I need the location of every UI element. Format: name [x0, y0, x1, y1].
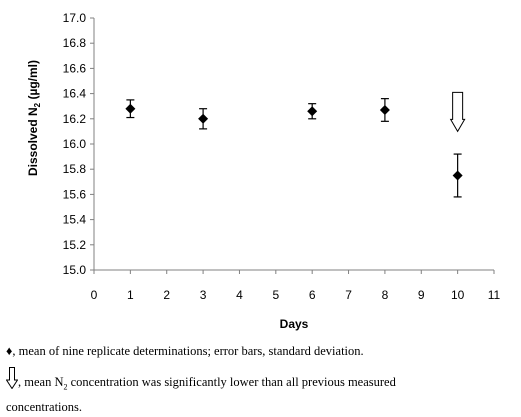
y-axis-title-main: Dissolved N: [26, 107, 40, 176]
diamond-marker-icon: ♦: [6, 344, 13, 358]
y-tick-label: 16.4: [63, 87, 87, 101]
y-tick-label: 16.6: [63, 61, 87, 75]
data-point-diamond: [307, 106, 318, 117]
x-tick-label: 10: [451, 288, 465, 302]
y-axis-title-unit: (µg/ml): [26, 60, 40, 103]
x-tick-label: 11: [488, 288, 501, 302]
annotation-arrow: [449, 91, 466, 133]
x-tick-label: 4: [236, 288, 243, 302]
data-point-diamond: [379, 104, 390, 115]
y-tick-label: 15.8: [63, 162, 87, 176]
x-tick-label: 7: [345, 288, 352, 302]
x-tick-label: 0: [91, 288, 98, 302]
y-tick-label: 17.0: [63, 11, 87, 25]
x-tick-label: 3: [200, 288, 207, 302]
x-tick-label: 8: [382, 288, 389, 302]
x-tick-label: 1: [127, 288, 134, 302]
y-tick-label: 15.2: [63, 238, 87, 252]
x-tick-labels: 0 1 2 3 4 5 6 7 8 9 10 11: [91, 288, 501, 302]
caption-subscript: 2: [63, 382, 68, 392]
down-arrow-icon: [6, 367, 18, 389]
y-tick-label: 16.8: [63, 36, 87, 50]
down-arrow-marker: [449, 91, 466, 133]
error-bars: [126, 98, 462, 198]
caption-line-2-text-a: , mean N: [18, 375, 64, 389]
y-tick-label: 16.2: [63, 112, 87, 126]
x-tick-label: 2: [163, 288, 170, 302]
x-axis-title: Days: [280, 317, 309, 331]
y-tick-label: 15.0: [63, 263, 87, 277]
caption-line-2: , mean N2 concentration was significantl…: [6, 367, 396, 416]
y-tick-labels: 15.0 15.2 15.4 15.6 15.8 16.0 16.2 16.4 16.6 16.8…: [63, 11, 87, 277]
data-points: [125, 103, 463, 181]
data-point-diamond: [125, 103, 136, 114]
caption-line-2-continuation: concentrations.: [6, 399, 83, 414]
caption-line-1: ♦, mean of nine replicate determinations…: [6, 343, 364, 360]
data-point-diamond: [198, 113, 209, 124]
caption-line-1-text: , mean of nine replicate determinations;…: [12, 344, 364, 358]
y-axis-title: Dissolved N2 (µg/ml): [26, 60, 42, 176]
y-tick-label: 15.4: [63, 213, 87, 227]
x-tick-label: 5: [272, 288, 279, 302]
caption-line-2-text-b: concentration was significantly lower th…: [67, 375, 396, 389]
data-point-diamond: [452, 170, 463, 181]
y-axis-title-subscript: 2: [33, 102, 42, 107]
x-tick-label: 6: [309, 288, 316, 302]
scatter-chart: 15.0 15.2 15.4 15.6 15.8 16.0 16.2 16.4 16.6 16.8…: [26, 11, 501, 331]
y-tick-label: 16.0: [63, 137, 87, 151]
y-tick-label: 15.6: [63, 187, 87, 201]
x-tick-label: 9: [418, 288, 425, 302]
axes: [90, 17, 495, 274]
